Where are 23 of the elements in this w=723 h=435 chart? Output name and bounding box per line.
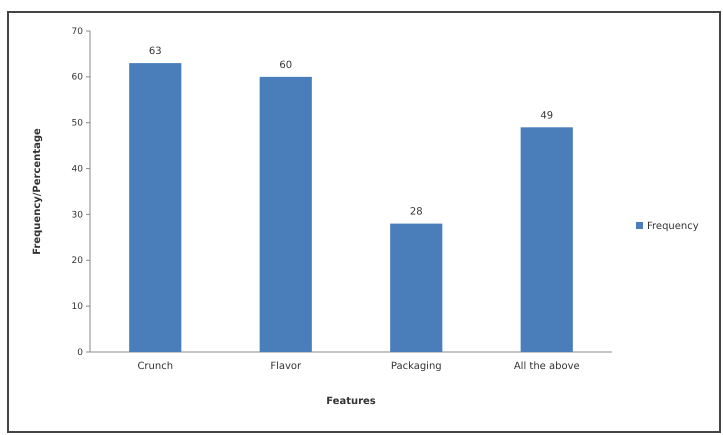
x-tick-label: Crunch (137, 361, 174, 372)
y-tick-label: 20 (72, 256, 84, 266)
data-label: 63 (148, 46, 162, 58)
x-axis-title: Features (326, 396, 376, 407)
bar (260, 76, 312, 352)
data-label: 28 (410, 206, 423, 218)
y-tick-label: 60 (72, 72, 84, 83)
x-tick-label: Packaging (390, 361, 442, 372)
data-label: 49 (540, 110, 554, 122)
y-tick-label: 70 (72, 26, 84, 37)
y-tick-label: 10 (72, 302, 84, 312)
x-tick-label: All the above (514, 361, 580, 372)
y-axis-title: Frequency/Percentage (32, 128, 43, 255)
data-label: 60 (279, 60, 292, 71)
legend-label: Frequency (647, 221, 699, 232)
bar (390, 224, 442, 352)
y-tick-label: 50 (72, 118, 84, 129)
y-tick-label: 40 (72, 164, 84, 174)
y-tick-label: 30 (72, 210, 84, 220)
bar (520, 127, 573, 352)
bar (129, 63, 182, 352)
y-tick-label: 0 (77, 348, 84, 358)
x-tick-label: Flavor (270, 361, 302, 372)
